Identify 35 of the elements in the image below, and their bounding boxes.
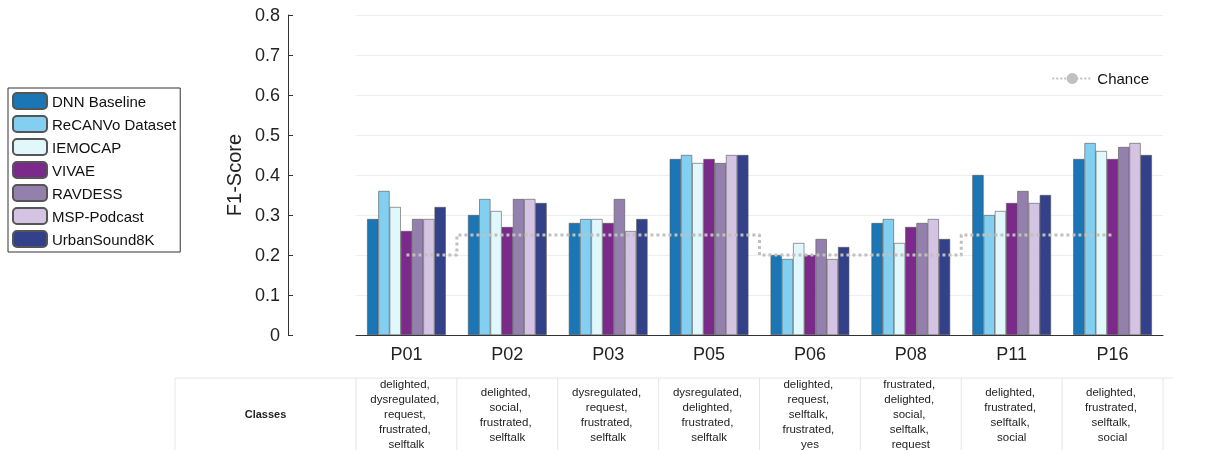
y-tick-label: 0.6 xyxy=(254,85,280,105)
text: Classes xyxy=(244,408,287,420)
legend-label: UrbanSound8K xyxy=(52,230,155,248)
legend-label: IEMOCAP xyxy=(52,138,122,156)
y-tick-label: 0.7 xyxy=(254,45,280,65)
text: delighted, request, selftalk, frustrated, yes xyxy=(782,378,838,450)
legend-label: ReCANVo Dataset xyxy=(52,115,178,133)
y-tick-label: 0.5 xyxy=(254,125,280,145)
x-tick-label: P03 xyxy=(592,344,625,364)
text: dysregulated, request, frustrated, selftalk xyxy=(572,385,645,443)
text: frustrated, delighted, social, selftalk, request xyxy=(883,378,939,450)
legend-label: DNN Baseline xyxy=(52,92,147,110)
x-tick-label: P16 xyxy=(1096,344,1129,364)
x-tick-label: P08 xyxy=(894,344,927,364)
y-tick-label: 0.1 xyxy=(254,285,280,305)
x-tick-label: P01 xyxy=(390,344,423,364)
y-tick-label: 0.2 xyxy=(254,245,280,265)
y-axis-title: F1-Score xyxy=(223,133,246,217)
legend-label: VIVAE xyxy=(52,161,96,179)
y-tick-label: 0.3 xyxy=(254,205,280,225)
text: delighted, frustrated, selftalk, social xyxy=(1085,385,1141,443)
text: delighted, dysregulated, request, frustrated, selftalk xyxy=(370,378,443,450)
y-tick-label: 0 xyxy=(269,325,280,345)
x-tick-label: P05 xyxy=(693,344,726,364)
y-tick-label: 0.4 xyxy=(254,165,280,185)
text: delighted, social, frustrated, selftalk xyxy=(479,385,535,443)
legend-label: Chance xyxy=(1097,70,1149,87)
y-tick-label: 0.8 xyxy=(254,5,280,25)
text: delighted, frustrated, selftalk, social xyxy=(984,385,1040,443)
x-tick-label: P11 xyxy=(996,344,1028,364)
text: dysregulated, delighted, frustrated, selftalk xyxy=(672,385,746,443)
legend-label: RAVDESS xyxy=(52,184,123,202)
x-tick-label: P06 xyxy=(793,344,826,364)
legend-label: MSP-Podcast xyxy=(52,207,145,225)
x-tick-label: P02 xyxy=(491,344,524,364)
